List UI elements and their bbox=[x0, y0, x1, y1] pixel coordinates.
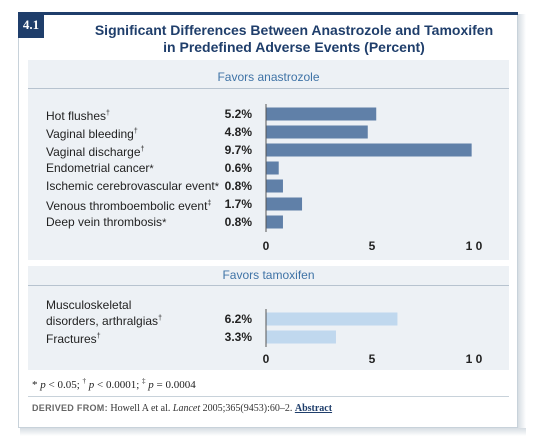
anastrozole-value-label: 0.8% bbox=[224, 215, 252, 229]
anastrozole-row-label: Vaginal discharge† bbox=[46, 145, 145, 159]
anastrozole-row-label: Venous thromboembolic event‡ bbox=[46, 199, 212, 213]
tamoxifen-value-label: 3.3% bbox=[224, 330, 252, 344]
anastrozole-bar bbox=[266, 143, 472, 157]
card-shadow-bottom bbox=[20, 428, 526, 436]
significance-footnote: * p < 0.05; † p < 0.0001; ‡ p = 0.0004 bbox=[32, 377, 196, 391]
tamoxifen-tick-label: 0 bbox=[263, 352, 270, 366]
tamoxifen-tick-label: 5 bbox=[369, 352, 376, 366]
source-citation: DERIVED FROM: Howell A et al. Lancet 200… bbox=[32, 403, 333, 414]
anastrozole-tick-label: 0 bbox=[263, 239, 270, 253]
tamoxifen-section-rule bbox=[28, 285, 509, 286]
anastrozole-tick-label: 5 bbox=[369, 239, 376, 253]
tamoxifen-bar bbox=[266, 330, 336, 344]
anastrozole-bar bbox=[266, 179, 283, 193]
anastrozole-row-label: Ischemic cerebrovascular event* bbox=[46, 179, 220, 193]
tamoxifen-section-title: Favors tamoxifen bbox=[222, 268, 315, 282]
anastrozole-bar bbox=[266, 197, 303, 211]
anastrozole-value-label: 0.8% bbox=[224, 179, 252, 193]
tamoxifen-row-label: Musculoskeletal disorders, arthralgias† bbox=[46, 298, 162, 328]
tamoxifen-tick-label: 1 0 bbox=[466, 352, 483, 366]
anastrozole-value-label: 0.6% bbox=[224, 161, 252, 175]
tamoxifen-bar bbox=[266, 312, 398, 326]
figure-number-badge: 4.1 bbox=[18, 12, 44, 38]
anastrozole-value-label: 4.8% bbox=[224, 125, 252, 139]
card-top-bar bbox=[18, 12, 518, 15]
anastrozole-row-label: Hot flushes† bbox=[46, 109, 110, 123]
tamoxifen-row-label: Fractures† bbox=[46, 332, 101, 346]
anastrozole-section-title: Favors anastrozole bbox=[217, 70, 320, 84]
figure-title: Significant Differences Between Anastroz… bbox=[70, 22, 518, 56]
figure-title-line-2: in Predefined Adverse Events (Percent) bbox=[163, 39, 425, 55]
journal-name: Lancet bbox=[172, 403, 201, 414]
anastrozole-bar bbox=[266, 215, 283, 229]
abstract-link[interactable]: Abstract bbox=[294, 403, 333, 414]
anastrozole-tick-label: 1 0 bbox=[466, 239, 483, 253]
anastrozole-value-label: 1.7% bbox=[224, 197, 252, 211]
source-lead: DERIVED FROM: bbox=[32, 403, 108, 413]
anastrozole-bar bbox=[266, 107, 377, 121]
anastrozole-section-rule bbox=[28, 88, 509, 89]
anastrozole-row-label: Deep vein thrombosis* bbox=[46, 215, 167, 229]
card-shadow-right bbox=[518, 14, 526, 432]
anastrozole-value-label: 9.7% bbox=[224, 143, 252, 157]
anastrozole-value-label: 5.2% bbox=[224, 107, 252, 121]
anastrozole-bar bbox=[266, 125, 368, 139]
source-divider bbox=[28, 396, 509, 397]
anastrozole-bar bbox=[266, 161, 279, 175]
figure-title-line-1: Significant Differences Between Anastroz… bbox=[94, 22, 494, 38]
anastrozole-row-label: Endometrial cancer* bbox=[46, 161, 154, 175]
anastrozole-row-label: Vaginal bleeding† bbox=[46, 127, 138, 141]
tamoxifen-value-label: 6.2% bbox=[224, 312, 252, 326]
